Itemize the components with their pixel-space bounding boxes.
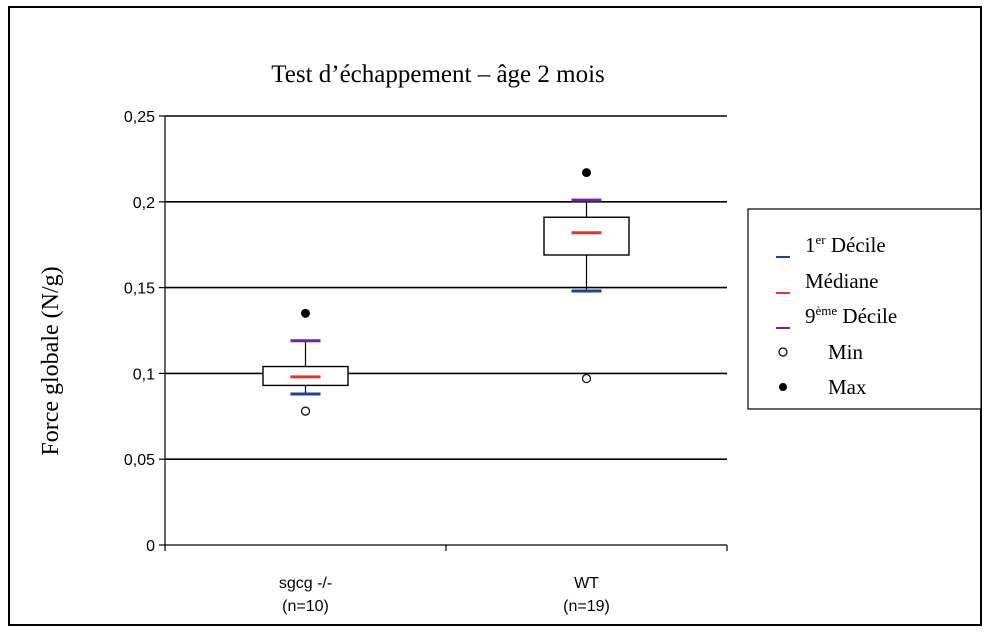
y-tick-label: 0 bbox=[146, 538, 155, 555]
y-tick-label: 0,25 bbox=[124, 109, 155, 126]
legend-label: Médiane bbox=[805, 269, 878, 293]
y-tick-label: 0,15 bbox=[124, 281, 155, 298]
legend-label: 9ème Décile bbox=[805, 303, 897, 328]
y-tick-label: 0,05 bbox=[124, 452, 155, 469]
y-tick-labels: 0 0,05 0,1 0,15 0,2 0,25 bbox=[124, 109, 155, 555]
legend-label: Max bbox=[828, 375, 867, 399]
x-tick-sublabel: (n=19) bbox=[563, 598, 610, 615]
min-point bbox=[581, 373, 592, 384]
y-axis-label: Force globale (N/g) bbox=[38, 266, 64, 455]
y-tick-label: 0,2 bbox=[133, 195, 155, 212]
legend-box bbox=[747, 208, 982, 410]
y-tick-label: 0,1 bbox=[133, 366, 155, 383]
box-body bbox=[543, 216, 630, 256]
max-point bbox=[582, 168, 591, 178]
axes bbox=[159, 115, 728, 551]
box-series bbox=[262, 168, 630, 416]
max-point bbox=[301, 308, 310, 318]
legend-label: 1er Décile bbox=[805, 232, 886, 257]
gridlines bbox=[165, 115, 727, 461]
x-tick-label: WT bbox=[574, 575, 599, 592]
legend-label: Min bbox=[828, 340, 864, 364]
legend-marker bbox=[778, 347, 788, 357]
legend: 1er Décile Médiane 9ème Décile Min Max bbox=[747, 208, 982, 410]
box-2 bbox=[543, 168, 630, 384]
box-1 bbox=[262, 308, 349, 416]
legend-marker bbox=[779, 383, 787, 391]
x-tick-label: sgcg -/- bbox=[279, 575, 332, 592]
x-tick-sublabel: (n=10) bbox=[282, 598, 329, 615]
chart-title: Test d’échappement – âge 2 mois bbox=[271, 61, 605, 88]
min-point bbox=[300, 406, 311, 416]
x-tick-labels: sgcg -/- (n=10) WT (n=19) bbox=[279, 575, 610, 615]
